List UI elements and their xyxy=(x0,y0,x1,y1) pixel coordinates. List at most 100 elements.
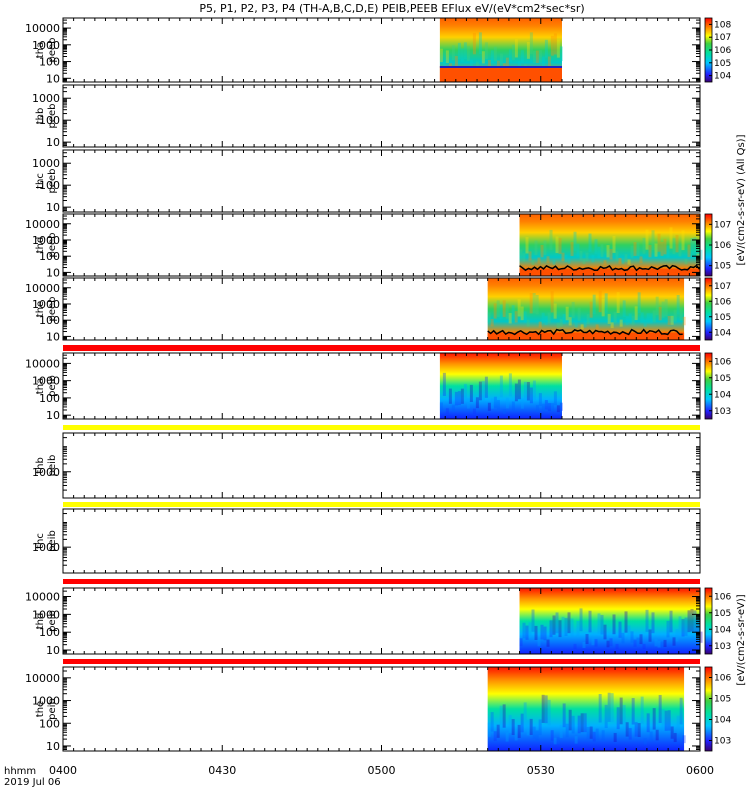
spectrogram-texture xyxy=(541,403,545,412)
panel-label-product: peeb xyxy=(47,233,58,258)
panel-frame xyxy=(62,84,701,148)
status-bar-red xyxy=(63,579,700,584)
spectrogram-texture xyxy=(657,233,661,252)
spectrogram-texture xyxy=(619,319,623,327)
spectrogram-texture xyxy=(546,256,550,264)
spectrogram-texture xyxy=(490,319,494,327)
colorbar-tick-label: 103 xyxy=(714,642,731,652)
panel-label-probe: tha xyxy=(35,378,46,394)
spectrogram-texture xyxy=(550,35,554,56)
spectrogram-texture xyxy=(559,724,563,738)
panel-frame xyxy=(62,149,701,213)
panel-label-probe: tha xyxy=(35,42,46,58)
spectrogram-texture xyxy=(622,300,626,318)
spectrogram-texture xyxy=(508,373,512,397)
spectrogram-texture xyxy=(493,396,497,408)
spectrogram-texture xyxy=(684,258,688,265)
spectrogram-texture xyxy=(529,387,533,404)
spectrogram-texture xyxy=(475,397,479,409)
panel-the_peeb: 10 100 1000 10000 the peeb 104 105 106 107 xyxy=(25,277,731,343)
spectrogram-texture xyxy=(556,405,560,413)
spectrogram-texture xyxy=(625,722,629,737)
spectrogram-texture xyxy=(679,697,683,725)
spectrogram-texture xyxy=(463,42,467,59)
spectrogram-texture xyxy=(534,625,538,640)
panel-label-product: peib xyxy=(47,610,58,632)
time-corner-label: hhmm xyxy=(4,766,36,777)
figure-title: P5, P1, P2, P3, P4 (TH-A,B,C,D,E) PEIB,P… xyxy=(199,2,584,15)
x-tick-label: 0600 xyxy=(686,764,714,777)
y-tick-label: 10 xyxy=(46,136,60,149)
spectrogram-texture xyxy=(658,306,662,321)
spectrogram-texture xyxy=(649,731,653,742)
spectrogram-texture xyxy=(627,259,631,265)
spectrogram-texture xyxy=(640,696,644,724)
spectrogram-texture xyxy=(670,726,674,739)
spectrogram-texture xyxy=(457,391,461,406)
spectrogram-texture xyxy=(454,391,458,406)
spectrogram-texture xyxy=(499,304,503,320)
spectrogram-texture xyxy=(622,705,626,729)
spectrogram-texture xyxy=(642,643,646,649)
spectrogram-texture xyxy=(561,616,565,636)
spectrogram-texture xyxy=(532,380,536,400)
spectrogram-texture xyxy=(544,695,548,724)
spectrogram-texture xyxy=(628,313,632,324)
y-tick-label: 10000 xyxy=(25,282,60,295)
spectrogram-texture xyxy=(643,738,647,745)
spectrogram-texture xyxy=(682,735,686,744)
low-energy-fill xyxy=(487,332,685,340)
spectrogram-texture xyxy=(451,404,455,412)
colorbar-tick-label: 103 xyxy=(714,737,731,747)
colorbar-tick-label: 105 xyxy=(714,695,731,705)
spectrogram-texture xyxy=(472,408,476,414)
spectrogram-texture xyxy=(526,381,530,401)
spectrogram-texture xyxy=(675,234,679,253)
spectrogram-texture xyxy=(639,256,643,264)
colorbar-tick-label: 106 xyxy=(714,46,731,56)
spectrogram-texture xyxy=(660,241,664,256)
spectrogram-texture xyxy=(666,245,670,258)
colorbar-tick-label: 107 xyxy=(714,33,731,43)
spectrogram-texture xyxy=(556,39,560,58)
spectrogram-texture xyxy=(633,639,637,647)
colorbar xyxy=(704,277,713,341)
spectrogram-texture xyxy=(594,639,598,647)
spectrogram-texture xyxy=(601,730,605,741)
spectrogram-texture xyxy=(567,257,571,264)
spectrogram-texture xyxy=(639,634,643,645)
x-tick-label: 0500 xyxy=(368,764,396,777)
spectrogram-texture xyxy=(568,317,572,326)
colorbar-tick-label: 105 xyxy=(714,262,731,272)
spectrogram-texture xyxy=(684,617,688,636)
spectrogram-texture xyxy=(558,237,562,254)
spectrogram-texture xyxy=(606,245,610,258)
spectrogram-texture xyxy=(543,240,547,256)
spectrogram-texture xyxy=(613,311,617,323)
colorbar-tick-label: 106 xyxy=(714,674,731,684)
spectrogram-texture xyxy=(655,729,659,741)
spectrogram-texture xyxy=(526,42,530,59)
spectrogram-texture xyxy=(681,618,685,637)
colorbar xyxy=(704,352,713,420)
spectrogram-texture xyxy=(651,230,655,251)
colorbar-tick-label: 107 xyxy=(714,282,731,292)
spectrogram-texture xyxy=(631,315,635,325)
y-tick-label: 10 xyxy=(46,72,60,85)
spectrogram-texture xyxy=(553,303,557,319)
spectrogram-the_peib xyxy=(487,667,685,751)
colorbar xyxy=(704,666,713,752)
spectrogram-texture xyxy=(624,254,628,262)
spectrogram-texture xyxy=(583,321,587,328)
spectrogram-texture xyxy=(460,48,464,63)
spectrogram-texture xyxy=(520,398,524,409)
panel-label-product: peeb xyxy=(47,38,58,63)
y-tick-label: 1000 xyxy=(32,234,60,247)
spectrogram-texture xyxy=(589,301,593,318)
spectrogram-texture xyxy=(687,610,691,633)
spectrogram-texture xyxy=(439,402,443,411)
spectrogram-texture xyxy=(616,292,620,313)
spectrogram-texture xyxy=(621,257,625,264)
spectrogram-texture xyxy=(663,639,667,647)
spectrogram-texture xyxy=(487,312,491,324)
